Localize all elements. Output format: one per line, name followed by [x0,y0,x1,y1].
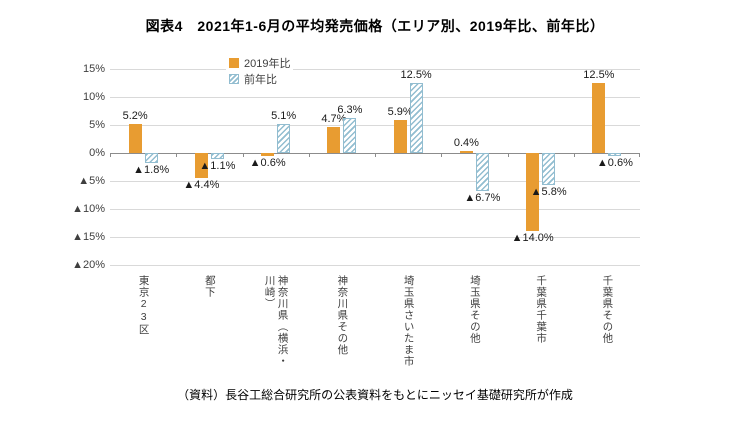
bar [343,117,357,153]
bar-value-label: 5.9% [387,105,413,118]
bar-value-label: 12.5% [400,69,432,81]
bar-value-label: ▲4.4% [183,178,220,191]
legend-swatch-hatch [229,73,239,84]
bar-value-label: ▲6.7% [464,191,501,204]
bar-value-label: 6.3% [337,103,363,116]
bar [144,153,158,164]
gridline [110,69,640,70]
bar [592,83,606,153]
source-note: （資料）長谷工総合研究所の公表資料をもとにニッセイ基礎研究所が作成 [177,388,573,402]
x-category-label: 都下 [203,275,216,298]
legend-label-yoy: 前年比 [244,73,277,86]
legend-item-2019-ratio: 2019年比 [226,55,294,70]
legend: 2019年比 前年比 [226,55,294,87]
gridline [110,265,640,266]
legend-swatch-solid [229,57,239,68]
bar-value-label: 4.7% [321,112,347,125]
bar [542,153,556,186]
bar-value-label: ▲0.6% [596,157,633,170]
y-axis-label: 15% [82,63,105,75]
y-axis-label: ▲20% [72,259,105,271]
bar [393,119,407,153]
x-axis-tick [573,153,575,157]
y-axis-label: ▲10% [72,203,105,215]
bar-value-label: ▲1.1% [199,160,236,173]
bar [261,153,275,157]
y-axis-label: 0% [89,147,105,159]
plot-area: 5.2% ▲1.8% ▲4.4% ▲1.1% ▲0.6% 5.1% 4.7% 6.3% 5.9%… [110,69,640,266]
bar-value-label: 12.5% [583,69,615,81]
bar-value-label: 0.4% [453,136,479,149]
bar [210,153,224,160]
y-axis-label: ▲5% [78,175,105,187]
x-axis-tick [639,153,640,157]
x-category-label: 埼玉県さいたま市 [402,275,415,367]
bar-value-label: ▲0.6% [249,157,286,170]
y-axis-label: 10% [82,91,105,103]
gridline [110,181,640,182]
legend-label-2019-ratio: 2019年比 [244,57,291,70]
x-category-label: 千葉県千葉市 [535,275,548,344]
x-category-label: 東京23区 [137,275,150,336]
x-axis-tick [242,153,244,157]
gridline [110,237,640,238]
bar [327,126,341,153]
bar [526,153,540,232]
x-category-label: 千葉県その他 [601,275,614,344]
x-axis: 東京23区 都下 神奈川県（横浜・川崎） 神奈川県その他 埼玉県さいたま市 埼玉県その他 千… [110,271,640,377]
x-axis-tick [176,153,178,157]
bar [475,153,489,191]
bar [608,153,622,157]
bar-value-label: ▲14.0% [511,232,554,245]
chart-title: 図表4 2021年1-6月の平均発売価格（エリア別、2019年比、前年比） [145,18,605,34]
x-category-label: 埼玉県その他 [468,275,481,344]
bar [459,150,473,153]
x-axis-tick [507,153,509,157]
x-category-label: 神奈川県（横浜・川崎） [263,275,289,367]
x-category-label: 神奈川県その他 [336,275,349,356]
bar [409,83,423,153]
bar-value-label: ▲1.8% [133,164,170,177]
bar [277,124,291,153]
bar-value-label: 5.1% [271,110,297,123]
x-axis-tick [375,153,376,157]
bar [194,153,208,178]
y-axis-label: 5% [89,119,105,131]
legend-item-yoy: 前年比 [226,71,294,86]
x-axis-tick [308,153,310,157]
bar-value-label: 5.2% [122,109,148,122]
gridline [110,209,640,210]
gridline [110,125,640,126]
y-axis-label: ▲15% [72,231,105,243]
x-axis-tick [441,153,443,157]
gridline [110,97,640,98]
y-axis: 15% 10% 5% 0% ▲5% ▲10% ▲15% ▲20% [50,63,105,271]
bar-value-label: ▲5.8% [530,186,567,199]
bar [128,123,142,153]
x-axis-tick [110,153,111,157]
